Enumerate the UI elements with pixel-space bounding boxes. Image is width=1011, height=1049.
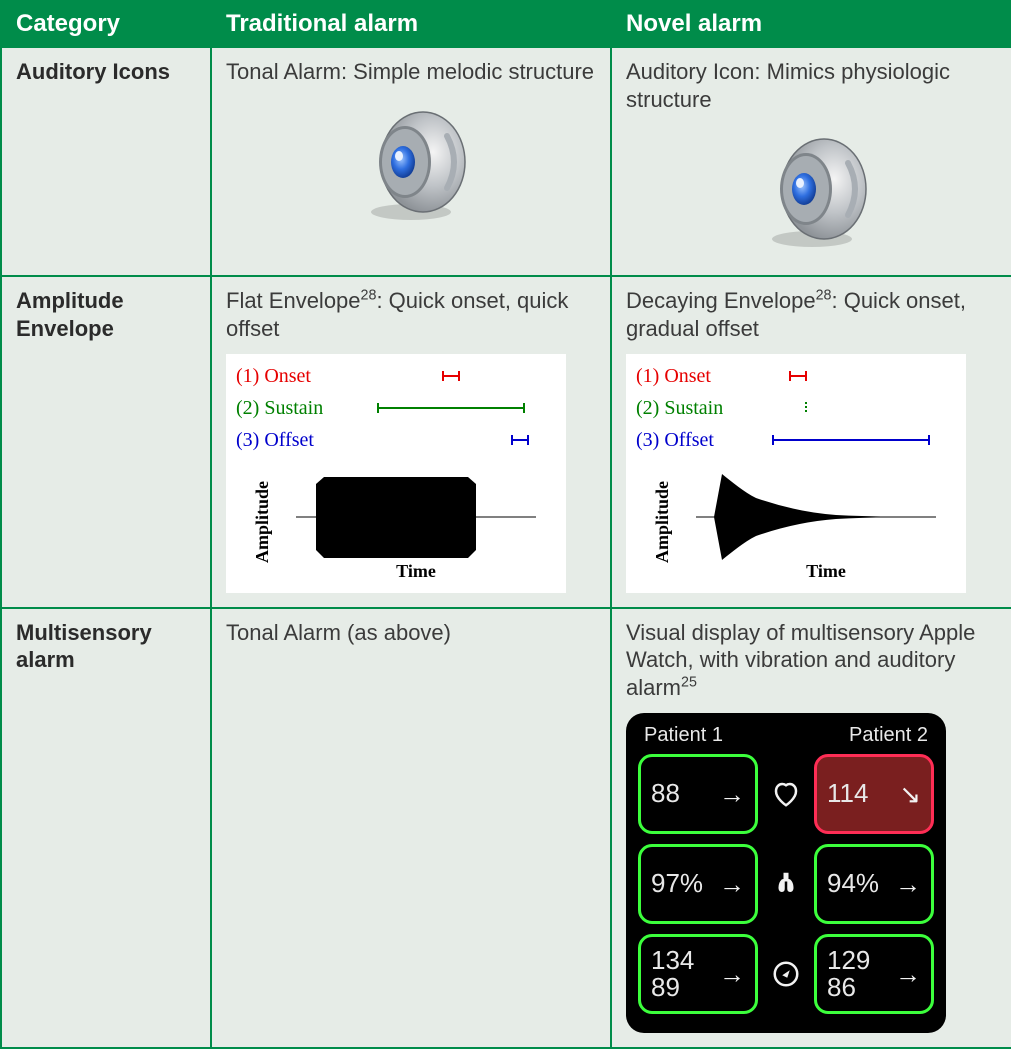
decay-envelope-plot: Amplitude Time <box>636 462 956 582</box>
tile-bp-p1: 134 89 → <box>638 934 758 1014</box>
flat-envelope-plot: Amplitude Time <box>236 462 556 582</box>
tile-value: 114 <box>827 780 899 807</box>
apple-watch-mockup: Patient 1 Patient 2 88 → 114 ↘ <box>626 713 946 1033</box>
tile-bp-p2: 129 86 → <box>814 934 934 1014</box>
onset-marker <box>766 368 936 384</box>
tile-value: 97% <box>651 870 719 897</box>
axis-time: Time <box>806 561 846 581</box>
patient2-label: Patient 2 <box>849 723 928 748</box>
decay-envelope-chart: (1) Onset (2) Sustain (3) Offset <box>626 354 966 593</box>
tile-spo2-p2: 94% → <box>814 844 934 924</box>
sustain-marker <box>766 400 936 416</box>
cell-novel-multisensory: Visual display of multisensory Apple Wat… <box>611 608 1011 1049</box>
row-multisensory: Multisensory alarm Tonal Alarm (as above… <box>1 608 1011 1049</box>
description-text: Visual display of multisensory Apple Wat… <box>626 619 997 702</box>
category-label: Auditory Icons <box>1 47 211 276</box>
tile-value: 88 <box>651 780 719 807</box>
row-amplitude-envelope: Amplitude Envelope Flat Envelope28: Quic… <box>1 276 1011 608</box>
cell-traditional-multisensory: Tonal Alarm (as above) <box>211 608 611 1049</box>
tile-value: 94% <box>827 870 895 897</box>
tile-value: 134 89 <box>651 947 719 1002</box>
tile-value: 129 86 <box>827 947 895 1002</box>
offset-marker <box>766 432 936 448</box>
header-category: Category <box>1 1 211 47</box>
sustain-marker <box>366 400 536 416</box>
arrow-right-icon: → <box>719 868 745 901</box>
legend-onset: (1) Onset <box>236 360 366 392</box>
speaker-icon <box>351 104 471 224</box>
flat-envelope-chart: (1) Onset (2) Sustain (3) Offset <box>226 354 566 593</box>
compass-icon <box>764 934 808 1014</box>
lungs-icon <box>764 844 808 924</box>
desc-prefix: Decaying Envelope <box>626 288 816 313</box>
cell-novel-auditory: Auditory Icon: Mimics physiologic struct… <box>611 47 1011 276</box>
axis-amplitude: Amplitude <box>652 481 672 563</box>
tile-spo2-p1: 97% → <box>638 844 758 924</box>
header-traditional: Traditional alarm <box>211 1 611 47</box>
arrow-right-icon: → <box>719 778 745 811</box>
description-text: Tonal Alarm: Simple melodic structure <box>226 58 596 86</box>
arrow-right-icon: → <box>719 958 745 991</box>
arrow-down-right-icon: ↘ <box>899 778 921 811</box>
description-text: Decaying Envelope28: Quick onset, gradua… <box>626 287 997 342</box>
desc-prefix: Flat Envelope <box>226 288 361 313</box>
legend-onset: (1) Onset <box>636 360 766 392</box>
description-text: Auditory Icon: Mimics physiologic struct… <box>626 58 997 113</box>
description-text: Flat Envelope28: Quick onset, quick offs… <box>226 287 596 342</box>
citation-superscript: 25 <box>681 674 697 690</box>
axis-time: Time <box>396 561 436 581</box>
desc-prefix: Visual display of multisensory Apple Wat… <box>626 620 975 700</box>
legend-offset: (3) Offset <box>636 424 766 456</box>
heart-icon <box>764 754 808 834</box>
tile-hr-p2: 114 ↘ <box>814 754 934 834</box>
category-label: Amplitude Envelope <box>1 276 211 608</box>
arrow-right-icon: → <box>895 958 921 991</box>
cell-traditional-auditory: Tonal Alarm: Simple melodic structure <box>211 47 611 276</box>
offset-marker <box>366 432 536 448</box>
header-novel: Novel alarm <box>611 1 1011 47</box>
tile-hr-p1: 88 → <box>638 754 758 834</box>
citation-superscript: 28 <box>361 288 377 304</box>
row-auditory-icons: Auditory Icons Tonal Alarm: Simple melod… <box>1 47 1011 276</box>
onset-marker <box>366 368 536 384</box>
citation-superscript: 28 <box>816 288 832 304</box>
alarm-comparison-table: Category Traditional alarm Novel alarm A… <box>0 0 1011 1049</box>
legend-sustain: (2) Sustain <box>636 392 766 424</box>
cell-novel-envelope: Decaying Envelope28: Quick onset, gradua… <box>611 276 1011 608</box>
arrow-right-icon: → <box>895 868 921 901</box>
axis-amplitude: Amplitude <box>252 481 272 563</box>
table-header-row: Category Traditional alarm Novel alarm <box>1 1 1011 47</box>
cell-traditional-envelope: Flat Envelope28: Quick onset, quick offs… <box>211 276 611 608</box>
patient1-label: Patient 1 <box>644 723 723 748</box>
legend-offset: (3) Offset <box>236 424 366 456</box>
speaker-icon <box>752 131 872 251</box>
legend-sustain: (2) Sustain <box>236 392 366 424</box>
description-text: Tonal Alarm (as above) <box>226 619 596 647</box>
category-label: Multisensory alarm <box>1 608 211 1049</box>
